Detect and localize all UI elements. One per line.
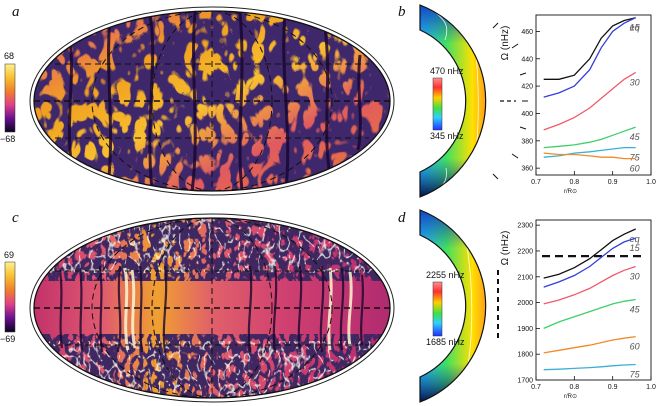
plot-b-ylabel: Ω (nHz): [500, 26, 511, 61]
colorbar-b-max: 470 nHz: [430, 66, 464, 76]
plot-b-series-label: eq: [630, 23, 640, 33]
colorbar-c-min: −69: [0, 334, 16, 344]
plot-d-series-line: [543, 237, 636, 288]
plot-b-series-label: 60: [630, 164, 640, 174]
rotation-profile-plot-d: 0.7 0.8 0.9 1.0 1700 1800 1900 2000 2100 2200 2300…: [500, 219, 656, 400]
plot-b-xtick-label: 0.9: [608, 179, 618, 186]
plot-b-xtick-label: 1.0: [646, 179, 656, 186]
colorbar-b: [432, 77, 443, 131]
colorbar-d-max: 2255 nHz: [426, 270, 465, 280]
plot-b-axes-frame: [535, 14, 652, 176]
plot-b-ytick-label: 360: [521, 166, 533, 173]
plot-d-series-line: [543, 335, 636, 354]
plot-b-series-label: 30: [630, 77, 640, 87]
plot-b-ytick-label: 380: [521, 138, 533, 145]
plot-d-series-label: 30: [630, 271, 640, 281]
colorbar-a: [4, 63, 16, 133]
plot-b-xtick-label: 0.7: [531, 179, 541, 186]
plot-d-ytick-label: 2300: [517, 223, 533, 230]
colorbar-c: [4, 261, 16, 333]
plot-d-xtick-label: 0.8: [569, 384, 579, 391]
plot-b-series-line: [543, 146, 636, 158]
panel-letter-d: d: [398, 210, 406, 226]
plot-d-ytick-label: 2000: [517, 300, 533, 307]
plot-b-ytick-label: 420: [521, 84, 533, 91]
map-panel-c: [29, 213, 395, 403]
map-panel-a: [29, 6, 395, 196]
plot-d-series-label: 45: [630, 304, 641, 314]
rotation-profile-plot-b: 0.7 0.8 0.9 1.0 360 380 400 420 440 460 Ω (nHz) r/R…: [500, 14, 656, 195]
plot-d-series-line: [543, 363, 636, 371]
plot-d-series-label: 15: [630, 243, 641, 253]
colorbar-c-max: 69: [4, 250, 15, 260]
panel-letter-c: c: [12, 210, 19, 226]
plot-b-series-line: [543, 71, 637, 131]
plot-d-ytick-label: 1800: [517, 352, 533, 359]
plot-b-ytick-label: 460: [521, 29, 533, 36]
plot-d-series-label: 60: [630, 342, 640, 352]
plot-b-series-line: [543, 17, 636, 98]
plot-d-ytick-label: 1700: [517, 378, 533, 385]
plot-b-series-label: 45: [630, 132, 641, 142]
plot-d-xtick-label: 1.0: [646, 384, 656, 391]
plot-b-ytick-label: 440: [521, 56, 533, 63]
colorbar-d-min: 1685 nHz: [426, 337, 465, 347]
plot-d-series-line: [543, 265, 636, 305]
plot-d-ylabel: Ω (nHz): [500, 231, 511, 266]
plot-d-axes-frame: [535, 219, 652, 381]
plot-d-xtick-label: 0.7: [531, 384, 541, 391]
plot-b-series-line: [543, 152, 636, 160]
plot-d-series-line: [543, 298, 636, 329]
plot-d-series-line: [543, 228, 636, 279]
plot-d-ytick-label: 2200: [517, 248, 533, 255]
panel-letter-b: b: [398, 4, 406, 20]
plot-d-ytick-label: 2100: [517, 274, 533, 281]
colorbar-a-min: −68: [0, 134, 16, 144]
colorbar-b-min: 345 nHz: [430, 131, 464, 141]
plot-b-xlabel: r/R⊙: [564, 189, 577, 195]
plot-b-series-label: 15: [630, 23, 641, 33]
colorbar-a-max: 68: [4, 51, 15, 61]
colorbar-d: [432, 281, 443, 337]
plot-d-ytick-label: 1900: [517, 326, 533, 333]
plot-d-series-label: 75: [630, 370, 641, 380]
plot-b-series-line: [543, 17, 636, 80]
panel-letter-a: a: [12, 4, 20, 20]
plot-d-xlabel: r/R⊙: [564, 394, 577, 400]
plot-d-xtick-label: 0.9: [608, 384, 618, 391]
plot-b-series-label: 75: [630, 153, 641, 163]
plot-b-xtick-label: 0.8: [569, 179, 579, 186]
plot-b-series-line: [543, 126, 636, 149]
plot-b-ytick-label: 400: [521, 111, 533, 118]
